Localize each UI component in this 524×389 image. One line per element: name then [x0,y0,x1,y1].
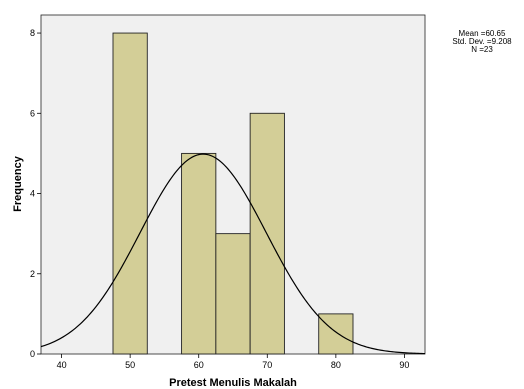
y-tick-label: 4 [30,189,35,199]
stats-n: N =23 [471,45,493,54]
stats-mean: Mean =60.65 [458,30,506,38]
y-tick-label: 8 [30,28,35,38]
x-tick-label: 70 [262,360,272,370]
stats-std-dev: Std. Dev. =9.208 [452,37,512,46]
x-tick-label: 90 [399,360,409,370]
y-axis-title: Frequency [12,155,24,212]
histogram-bar-1 [112,32,148,355]
histogram-bar-5 [318,313,354,355]
x-tick-label: 40 [57,360,67,370]
normal-curve [40,153,426,355]
histogram-bar-3 [215,233,251,355]
x-tick-label: 50 [125,360,135,370]
x-tick-label: 80 [331,360,341,370]
x-axis-title: Pretest Menulis Makalah [169,377,297,389]
stats-box: Mean =60.65 Std. Dev. =9.208 N =23 [440,30,524,54]
y-tick-label: 0 [30,349,35,359]
y-tick-label: 6 [30,108,35,118]
x-tick-label: 60 [194,360,204,370]
histogram-bar-2 [181,152,217,355]
y-tick-label: 2 [30,269,35,279]
